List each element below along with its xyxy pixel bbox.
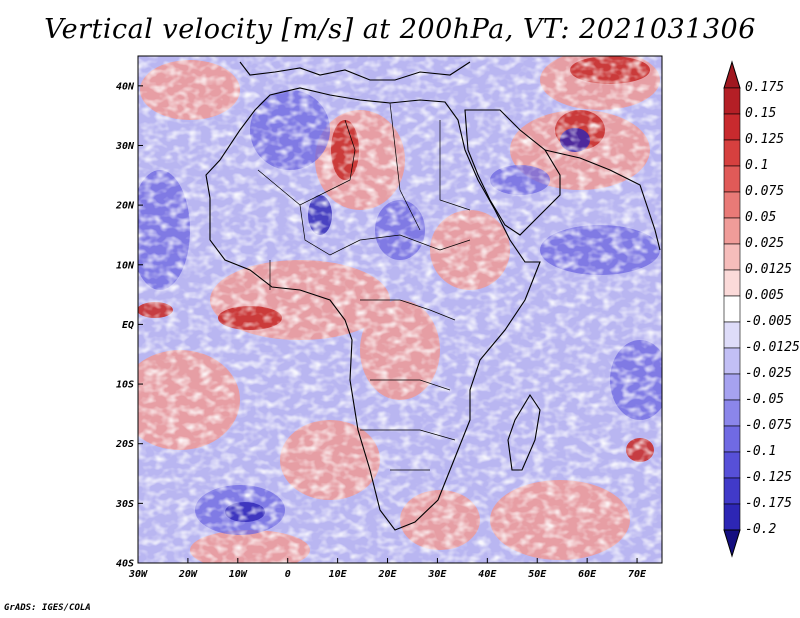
colorbar-level-label: -0.1: [745, 444, 777, 459]
colorbar-segment: [723, 87, 741, 115]
colorbar-segment: [723, 451, 741, 479]
lat-tick-label: 30S: [115, 499, 134, 510]
africa-coastline: [205, 87, 541, 531]
colorbar-level-label: -0.05: [745, 392, 785, 407]
colorbar-segment: [723, 477, 741, 505]
madagascar-coastline: [507, 393, 541, 471]
map-title: Vertical velocity [m/s] at 200hPa, VT: 2…: [44, 14, 756, 45]
plot-frame: [137, 55, 663, 564]
colorbar-level-label: 0.125: [745, 132, 785, 147]
lat-tick-label: 40S: [116, 559, 134, 570]
lon-tick-label: 30W: [128, 569, 148, 580]
country-borders: [257, 102, 471, 471]
grads-credit: GrADS: IGES/COLA: [4, 603, 91, 613]
lon-tick-label: 70E: [628, 569, 647, 580]
colorbar-segment: [723, 217, 741, 245]
colorbar-level-label: -0.075: [745, 418, 792, 433]
lat-tick-label: 30N: [115, 141, 135, 152]
lon-tick-label: 10W: [229, 569, 248, 580]
lat-tick-label: 20N: [115, 201, 135, 212]
lon-tick-label: 50E: [528, 569, 547, 580]
latitude-axis: 40N 30N 20N 10N EQ 10S 20S 30S 40S: [115, 81, 143, 570]
lat-tick-label: 10S: [116, 380, 134, 391]
colorbar-level-label: 0.075: [745, 184, 785, 199]
colorbar-level-label: 0.175: [745, 80, 785, 95]
lon-tick-label: 60E: [578, 569, 597, 580]
lon-tick-label: 20W: [178, 569, 198, 580]
lon-tick-label: 10E: [329, 569, 348, 580]
arabia-coastline: [464, 109, 561, 236]
colorbar-level-label: 0.025: [745, 236, 785, 251]
colorbar-level-label: 0.05: [745, 210, 777, 225]
lon-tick-label: 0: [285, 569, 291, 580]
asia-coastline: [544, 149, 661, 251]
colorbar-segment: [723, 399, 741, 427]
lon-tick-label: 30E: [427, 569, 447, 580]
colorbar-level-label: -0.0125: [745, 340, 800, 355]
colorbar-segment: [723, 373, 741, 401]
colorbar-segment: [723, 269, 741, 297]
europe-coastline: [239, 61, 471, 81]
colorbar-segment: [723, 139, 741, 167]
colorbar-segment: [723, 425, 741, 453]
velocity-field: [138, 56, 662, 563]
colorbar-segment: [723, 165, 741, 193]
colorbar-level-label: -0.2: [745, 522, 777, 537]
colorbar-level-label: 0.005: [745, 288, 785, 303]
lat-tick-label: 20S: [115, 439, 134, 450]
longitude-axis: 30W 20W 10W 0 10E 20E 30E 40E 50E 60E 70E: [128, 558, 647, 580]
colorbar-level-label: -0.025: [745, 366, 792, 381]
lon-tick-label: 20E: [377, 569, 397, 580]
colorbar-segment: [723, 113, 741, 141]
colorbar-segment: [723, 321, 741, 349]
lon-tick-label: 40E: [478, 569, 497, 580]
colorbar-level-label: 0.0125: [745, 262, 792, 277]
lat-tick-label: 40N: [116, 81, 135, 92]
colorbar-level-label: 0.1: [745, 158, 769, 173]
colorbar-segment: [723, 347, 741, 375]
colorbar-level-label: 0.15: [745, 106, 777, 121]
colorbar-bottom-arrow: [723, 529, 741, 558]
colorbar-level-label: -0.175: [745, 496, 792, 511]
colorbar-top-arrow: [723, 60, 741, 89]
lat-tick-label: 10N: [116, 260, 135, 271]
colorbar-segment: [723, 295, 741, 323]
colorbar-segment: [723, 243, 741, 271]
colorbar-segment: [723, 191, 741, 219]
colorbar-level-label: -0.005: [745, 314, 792, 329]
colorbar-level-label: -0.125: [745, 470, 792, 485]
colorbar-segment: [723, 503, 741, 531]
lat-tick-label: EQ: [122, 320, 134, 331]
